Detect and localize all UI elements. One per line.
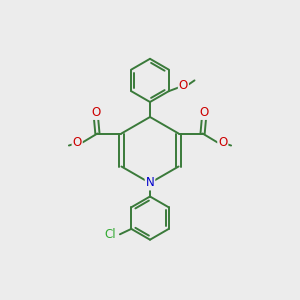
Text: O: O: [179, 79, 188, 92]
Text: O: O: [200, 106, 209, 119]
Text: O: O: [73, 136, 82, 149]
Text: O: O: [91, 106, 101, 119]
Text: Cl: Cl: [105, 228, 116, 241]
Text: N: N: [146, 176, 154, 190]
Text: O: O: [218, 136, 227, 149]
